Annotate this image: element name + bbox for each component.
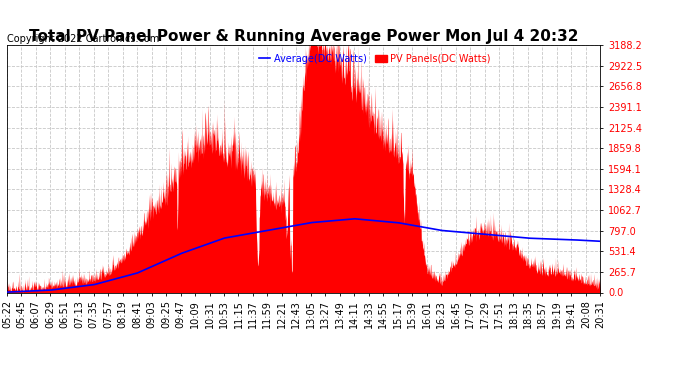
Title: Total PV Panel Power & Running Average Power Mon Jul 4 20:32: Total PV Panel Power & Running Average P… xyxy=(29,29,578,44)
Text: Copyright 2022 Cartronics.com: Copyright 2022 Cartronics.com xyxy=(7,34,159,44)
Legend: Average(DC Watts), PV Panels(DC Watts): Average(DC Watts), PV Panels(DC Watts) xyxy=(255,50,495,68)
